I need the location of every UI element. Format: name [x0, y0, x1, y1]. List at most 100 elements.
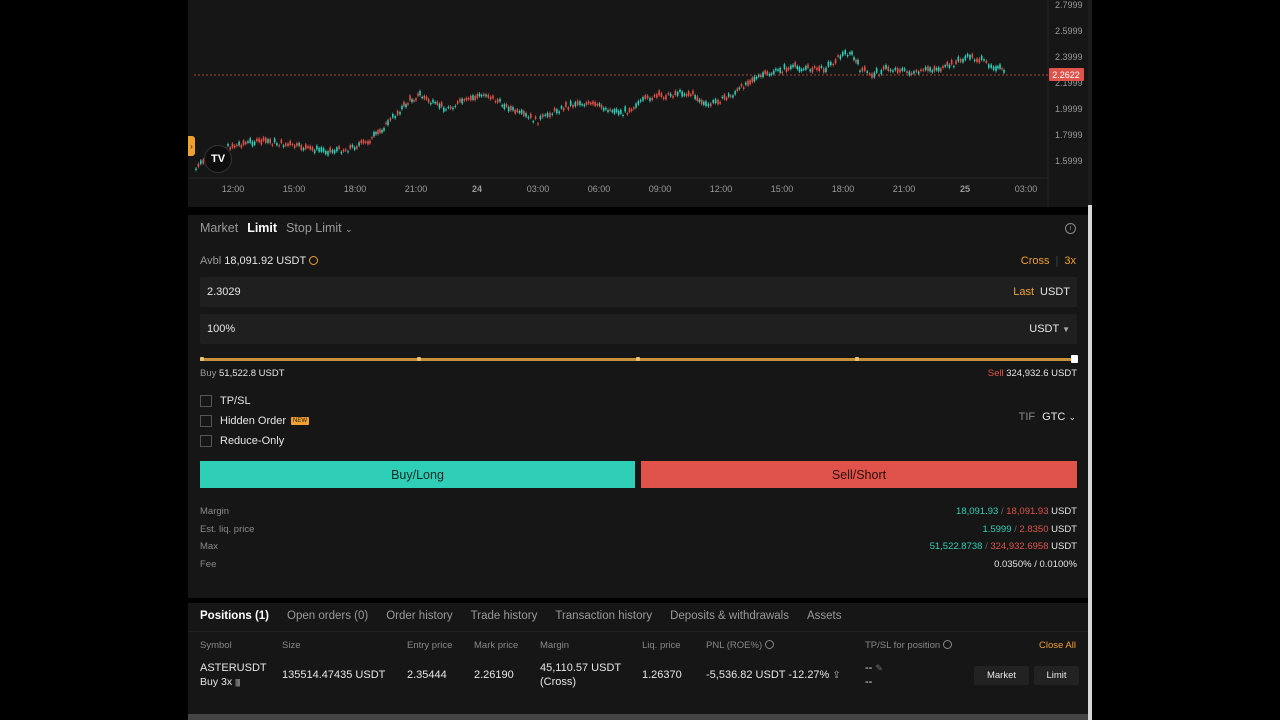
info-icon[interactable]: i — [1065, 223, 1076, 234]
size-slider[interactable] — [200, 355, 1078, 363]
chart-expand-handle[interactable]: › — [188, 136, 195, 156]
candle-body — [596, 103, 599, 106]
slider-handle[interactable] — [1071, 355, 1078, 363]
candle-body — [510, 106, 512, 111]
price-chart[interactable]: 2.7999 2.5999 2.3999 2.1999 1.9999 1.7999 1.59… — [188, 0, 1092, 207]
candle-body — [432, 99, 434, 103]
info-icon[interactable] — [764, 640, 774, 649]
tab-open-orders[interactable]: Open orders (0) — [287, 610, 369, 622]
size-value[interactable]: 100% — [207, 323, 236, 335]
candle-body — [483, 93, 485, 96]
current-price-label: 2.2622 — [1052, 70, 1080, 80]
candle-body — [385, 122, 387, 125]
candle-body — [798, 67, 801, 72]
candle-body — [278, 145, 280, 147]
candle-body — [980, 55, 983, 60]
candle-body — [931, 70, 934, 73]
price-unit: USDT — [1040, 286, 1070, 298]
close-all-button[interactable]: Close All — [1039, 640, 1076, 651]
size-input[interactable]: 100% USDT ▼ — [200, 314, 1077, 344]
candle-body — [894, 67, 897, 71]
tab-deposits-withdrawals[interactable]: Deposits & withdrawals — [670, 610, 789, 622]
checkbox-box[interactable] — [200, 415, 212, 427]
tab-market[interactable]: Market — [200, 221, 239, 235]
checkbox-box[interactable] — [200, 435, 212, 447]
candle-body — [906, 71, 908, 73]
time-tick-label: 18:00 — [832, 184, 855, 194]
tab-stop-limit[interactable]: Stop Limit ⌄ — [286, 221, 353, 235]
info-icon[interactable] — [942, 640, 952, 649]
leverage-button[interactable]: 3x — [1064, 255, 1076, 267]
price-input[interactable]: 2.3029 Last USDT — [200, 277, 1077, 307]
tab-positions[interactable]: Positions (1) — [200, 610, 270, 622]
tab-assets[interactable]: Assets — [806, 610, 842, 622]
candle-body — [236, 144, 238, 146]
candle-body — [751, 77, 754, 83]
candlestick-chart[interactable]: 2.7999 2.5999 2.3999 2.1999 1.9999 1.7999 1.59… — [188, 0, 1092, 207]
tab-order-history[interactable]: Order history — [386, 610, 453, 622]
candle-body — [291, 144, 294, 146]
slider-mark-25[interactable] — [417, 357, 421, 361]
market-close-button[interactable]: Market — [974, 666, 1029, 685]
candle-body — [929, 67, 931, 72]
candle-body — [1003, 70, 1005, 73]
transfer-icon[interactable] — [309, 256, 319, 265]
scrollbar-thumb[interactable] — [1088, 205, 1092, 720]
margin-buy: 18,091.93 — [956, 506, 999, 517]
slider-mark-75[interactable] — [855, 357, 859, 361]
tpsl-checkbox[interactable]: TP/SL — [200, 391, 309, 411]
caret-down-icon[interactable]: ▼ — [1062, 325, 1070, 334]
candle-body — [202, 159, 204, 164]
tab-limit[interactable]: Limit — [247, 221, 278, 235]
reduce-only-checkbox[interactable]: Reduce-Only — [200, 431, 309, 451]
slider-mark-0[interactable] — [200, 357, 204, 361]
sell-short-button[interactable]: Sell/Short — [641, 461, 1077, 488]
candle-body — [653, 94, 656, 97]
max-sell: 324,932.6958 — [990, 541, 1049, 552]
tif-select[interactable]: TIF GTC ⌄ — [1019, 411, 1076, 423]
candle-body — [576, 100, 579, 105]
candle-body — [946, 61, 949, 67]
candle-body — [195, 168, 197, 170]
price-value[interactable]: 2.3029 — [207, 286, 241, 298]
candle-body — [476, 94, 479, 99]
candle-body — [244, 142, 247, 145]
candle-body — [785, 67, 788, 72]
hidden-order-checkbox[interactable]: Hidden Order NEW — [200, 411, 310, 431]
slider-mark-50[interactable] — [636, 357, 640, 361]
candle-body — [478, 93, 481, 97]
candle-body — [338, 146, 340, 150]
share-icon[interactable]: ⇪ — [832, 670, 841, 681]
candle-body — [955, 60, 957, 64]
candle-body — [764, 70, 766, 74]
candle-body — [560, 106, 563, 109]
buy-long-button[interactable]: Buy/Long — [200, 461, 635, 488]
position-symbol[interactable]: ASTERUSDT — [200, 662, 267, 674]
edit-icon[interactable]: ✎ — [875, 663, 883, 673]
candle-body — [878, 74, 880, 76]
candle-body — [381, 130, 383, 133]
candle-body — [992, 66, 995, 70]
margin-mode-button[interactable]: Cross — [1020, 255, 1050, 267]
last-price-button[interactable]: Last — [1013, 286, 1035, 298]
limit-close-button[interactable]: Limit — [1034, 666, 1079, 685]
candle-body — [644, 95, 647, 99]
candle-body — [846, 54, 849, 57]
candle-body — [238, 141, 240, 146]
position-entry: 2.35444 — [407, 669, 447, 681]
candle-body — [950, 60, 953, 65]
tif-value[interactable]: GTC — [1042, 411, 1066, 423]
candle-body — [635, 103, 637, 108]
horizontal-scrollbar[interactable] — [188, 714, 1092, 720]
candle-body — [901, 67, 904, 71]
candle-body — [800, 69, 803, 72]
candle-body — [658, 90, 660, 96]
checkbox-box[interactable] — [200, 395, 212, 407]
candle-body — [415, 98, 417, 101]
tab-transaction-history[interactable]: Transaction history — [555, 610, 653, 622]
tab-trade-history[interactable]: Trade history — [470, 610, 538, 622]
candle-body — [249, 138, 252, 143]
size-unit-select[interactable]: USDT — [1029, 323, 1060, 335]
candle-body — [779, 67, 781, 73]
candle-body — [988, 64, 990, 68]
